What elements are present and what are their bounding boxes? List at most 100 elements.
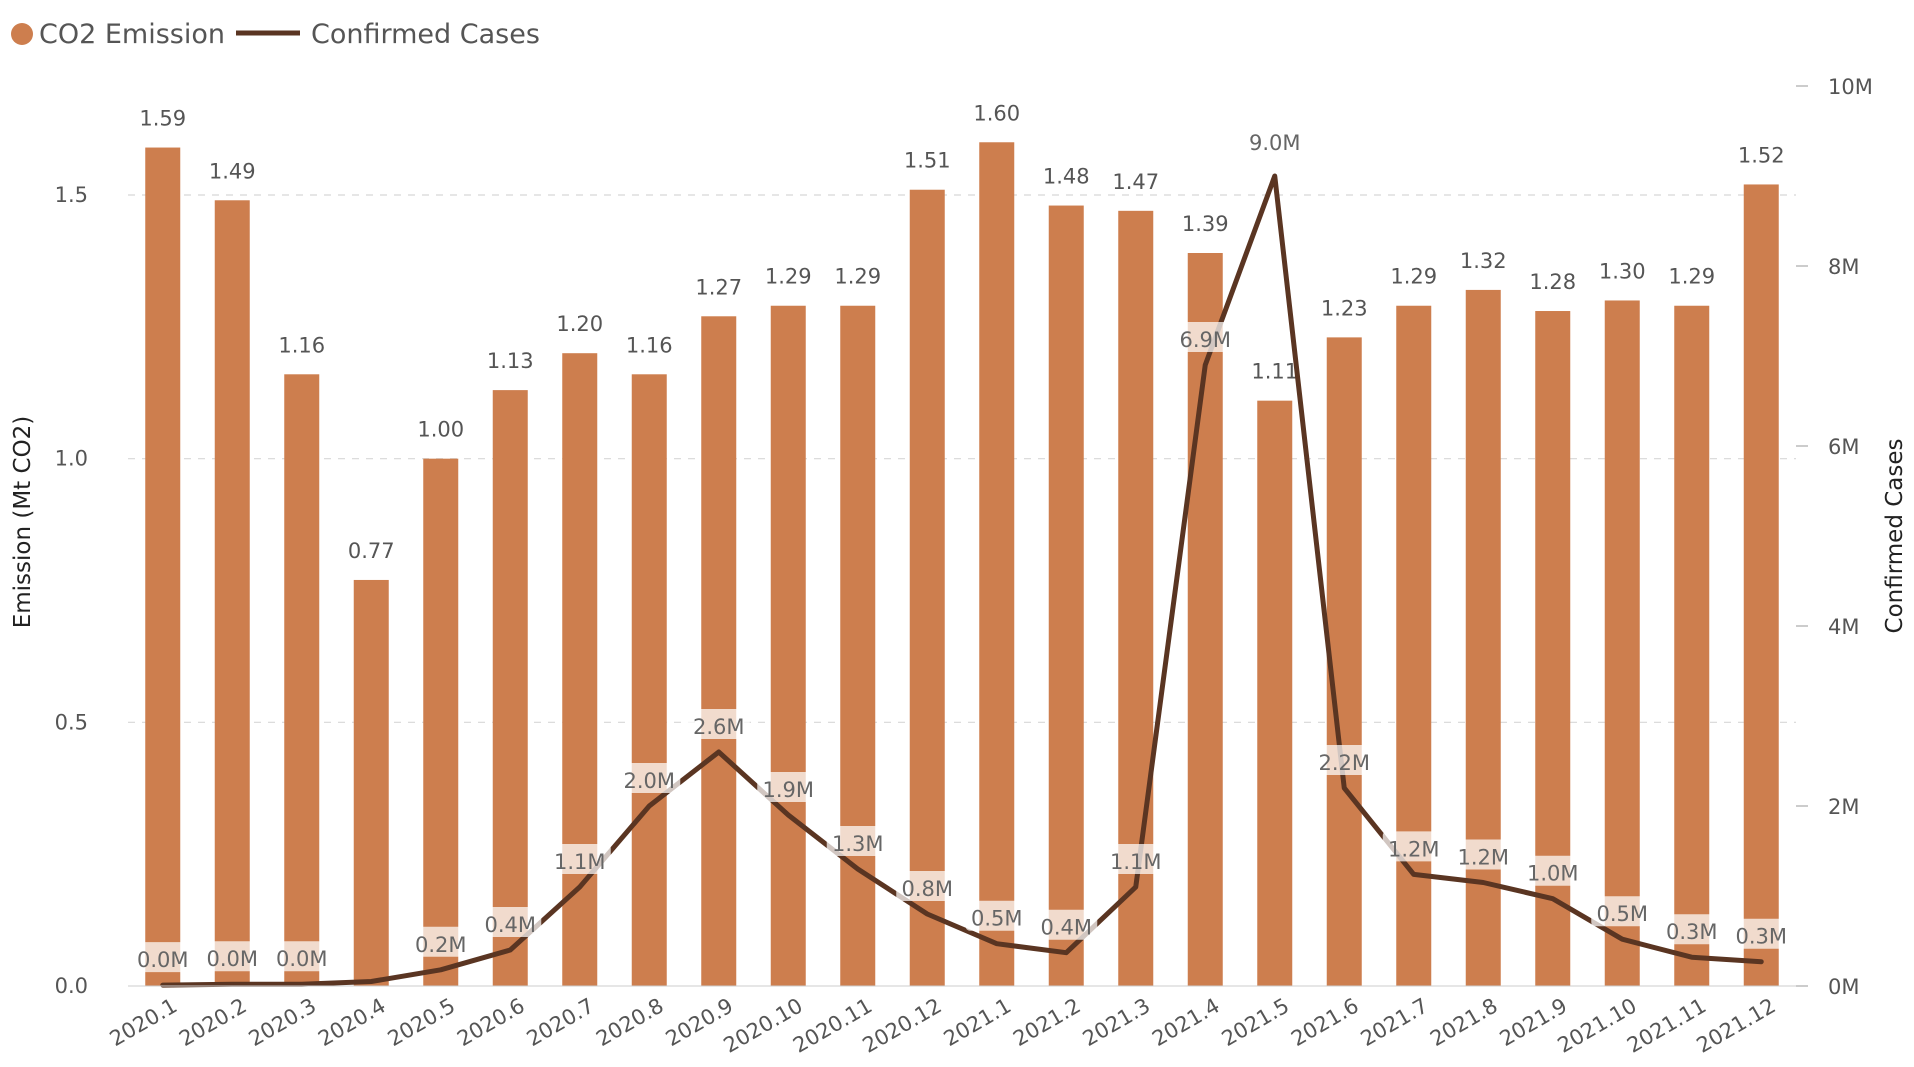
right-tick-label: 10M bbox=[1828, 75, 1873, 99]
confirmed-cases-line bbox=[160, 173, 1764, 988]
right-axis-title: Confirmed Cases bbox=[1882, 439, 1908, 634]
left-tick-label: 1.5 bbox=[55, 183, 88, 207]
right-tick-label: 8M bbox=[1828, 255, 1859, 279]
line-label-bg bbox=[826, 826, 889, 856]
line-point bbox=[1690, 955, 1694, 959]
x-tick-label: 2020.10 bbox=[720, 994, 807, 1058]
line-data-label: 0.4M bbox=[1040, 916, 1092, 940]
line-label-bg bbox=[479, 907, 542, 937]
line-label-bg bbox=[1104, 844, 1167, 874]
line-label-bg bbox=[1452, 839, 1515, 870]
line-point bbox=[1064, 951, 1068, 955]
x-tick-label: 2021.12 bbox=[1693, 994, 1780, 1058]
line-label-bg bbox=[896, 871, 959, 901]
x-tick-label: 2021.7 bbox=[1357, 994, 1433, 1052]
line-point bbox=[995, 942, 999, 946]
line-label-bg bbox=[687, 709, 750, 739]
bar-series bbox=[145, 142, 1779, 987]
line-data-label: 0.0M bbox=[137, 948, 189, 972]
line-point bbox=[439, 968, 443, 972]
line-data-label: 0.4M bbox=[484, 913, 536, 937]
bar-data-label: 1.29 bbox=[765, 265, 812, 289]
bar bbox=[284, 374, 320, 986]
line-data-label: 0.5M bbox=[1596, 902, 1648, 926]
x-tick-label: 2020.2 bbox=[175, 994, 251, 1052]
bar-data-labels: 1.59 1.49 1.16 0.77 1.00 1.13 1.20 1.16 1.27 1.29… bbox=[139, 101, 1784, 563]
line-point bbox=[369, 980, 373, 983]
bar-data-label: 1.48 bbox=[1043, 165, 1090, 189]
bar bbox=[492, 390, 528, 986]
x-tick-label: 2020.7 bbox=[523, 994, 599, 1052]
gridlines bbox=[128, 194, 1796, 723]
bar bbox=[353, 579, 389, 986]
bar-data-label: 1.60 bbox=[973, 101, 1020, 125]
bar bbox=[1465, 289, 1501, 986]
x-tick-label: 2021.6 bbox=[1287, 994, 1363, 1052]
bar bbox=[214, 200, 250, 987]
bar bbox=[1257, 400, 1293, 986]
bar bbox=[979, 142, 1015, 986]
bar-data-label: 1.16 bbox=[626, 333, 673, 357]
bar-data-label: 1.13 bbox=[487, 349, 534, 373]
line-point bbox=[1620, 937, 1624, 941]
bar-data-label: 1.27 bbox=[695, 275, 742, 299]
legend: CO2 Emission Confirmed Cases bbox=[11, 19, 540, 50]
line-point bbox=[1203, 363, 1207, 367]
x-tick-label: 2021.2 bbox=[1009, 994, 1085, 1052]
bar-data-label: 1.29 bbox=[1668, 265, 1715, 289]
x-tick-label: 2021.3 bbox=[1079, 994, 1155, 1052]
line-point bbox=[1481, 881, 1485, 884]
line-data-label: 1.9M bbox=[762, 778, 814, 802]
bar-data-label: 1.29 bbox=[1390, 265, 1437, 289]
bar bbox=[1048, 205, 1084, 987]
bar-data-label: 1.16 bbox=[278, 333, 325, 357]
line-data-label: 2.2M bbox=[1318, 751, 1370, 775]
line-data-label: 0.0M bbox=[206, 947, 258, 971]
line-data-label: 0.2M bbox=[415, 933, 467, 957]
line-label-bg bbox=[409, 926, 472, 957]
bar bbox=[701, 316, 737, 987]
line-label-bg bbox=[1591, 896, 1654, 927]
line-data-label: 1.2M bbox=[1388, 837, 1440, 861]
line-point bbox=[647, 804, 651, 808]
bar bbox=[1326, 337, 1362, 986]
line-point bbox=[508, 948, 512, 952]
line-data-labels: 0.0M 0.0M 0.0M 0.2M 0.4M 1.1M 2.0M 2.6M 1.9M 1.3M… bbox=[131, 125, 1793, 973]
x-tick-label: 2020.3 bbox=[245, 994, 321, 1052]
line-label-bg bbox=[757, 772, 820, 802]
x-tick-label: 2020.6 bbox=[453, 994, 529, 1052]
bar-data-label: 1.00 bbox=[417, 418, 464, 442]
x-tick-label: 2020.12 bbox=[859, 994, 946, 1058]
bar-data-label: 1.32 bbox=[1460, 249, 1507, 273]
x-tick-label: 2020.11 bbox=[789, 994, 876, 1058]
left-axis-title: Emission (Mt CO2) bbox=[10, 416, 36, 629]
bar bbox=[145, 147, 181, 987]
line-label-bg bbox=[618, 763, 681, 793]
right-tick-label: 6M bbox=[1828, 435, 1859, 459]
line-point bbox=[1759, 960, 1763, 964]
x-tick-label: 2021.4 bbox=[1148, 994, 1224, 1052]
x-tick-label: 2020.8 bbox=[592, 994, 668, 1052]
x-tick-label: 2021.11 bbox=[1623, 994, 1710, 1058]
line-point bbox=[1551, 897, 1555, 901]
line-point bbox=[578, 885, 582, 889]
right-tick-label: 4M bbox=[1828, 615, 1859, 639]
line-label-bg bbox=[1035, 909, 1098, 940]
x-tick-label: 2020.1 bbox=[106, 994, 182, 1052]
bar bbox=[1396, 305, 1432, 986]
line-label-bg bbox=[1174, 322, 1237, 352]
line-data-label: 9.0M bbox=[1249, 131, 1301, 155]
bar bbox=[1743, 184, 1779, 986]
bar-data-label: 1.39 bbox=[1182, 212, 1229, 236]
left-y-axis: 0.0 0.5 1.0 1.5 bbox=[55, 183, 88, 998]
bar-data-label: 1.11 bbox=[1251, 360, 1298, 384]
line-point bbox=[1412, 872, 1416, 876]
bar-data-label: 1.51 bbox=[904, 149, 951, 173]
line-label-bg bbox=[1382, 831, 1445, 862]
bar-data-label: 1.28 bbox=[1529, 270, 1576, 294]
line-data-label: 0.3M bbox=[1735, 925, 1787, 949]
line-data-label: 6.9M bbox=[1179, 328, 1231, 352]
bar bbox=[631, 374, 667, 986]
line-label-bg bbox=[1521, 855, 1584, 886]
line-point bbox=[1342, 786, 1346, 790]
